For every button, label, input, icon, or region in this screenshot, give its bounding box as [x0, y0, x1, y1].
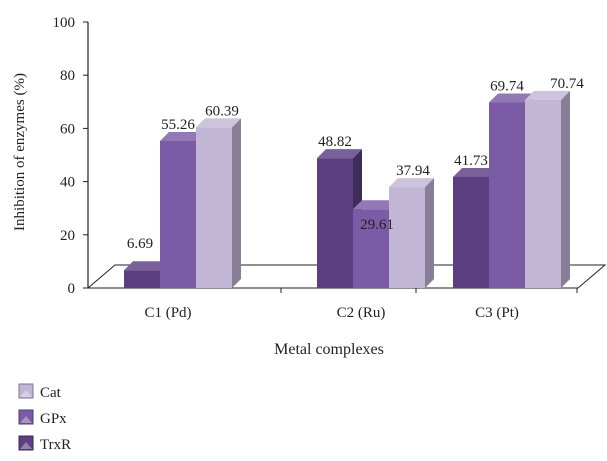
data-label: 37.94: [396, 163, 430, 179]
data-label: 6.69: [127, 236, 153, 252]
bar-top: [124, 261, 169, 271]
legend-swatch-bevel: [20, 390, 32, 397]
legend-label: Cat: [40, 385, 62, 401]
legend-item-trxr: TrxR: [18, 435, 71, 453]
bar-side: [561, 90, 570, 288]
x-tick-label: C2 (Ru): [337, 305, 386, 321]
bar-cat-2: [389, 178, 434, 288]
data-label: 48.82: [318, 134, 352, 150]
bar-front: [353, 209, 389, 288]
y-axis-label: Inhibition of enzymes (%): [12, 73, 28, 231]
y-tick-label: 80: [60, 68, 75, 84]
y-tick-label: 0: [68, 281, 76, 297]
legend-label: TrxR: [40, 437, 71, 453]
data-label: 55.26: [161, 117, 195, 133]
y-tick-label: 60: [60, 121, 75, 137]
bar-front: [489, 102, 525, 288]
bar-front: [196, 127, 232, 288]
bar-top: [353, 200, 398, 210]
legend: Cat GPx TrxR: [18, 383, 71, 453]
legend-swatch-bevel: [20, 416, 32, 423]
x-axis-label: Metal complexes: [274, 341, 384, 358]
legend-label: GPx: [40, 411, 67, 427]
bar-front: [389, 187, 425, 288]
data-label: 60.39: [205, 103, 239, 119]
bars: [124, 90, 570, 288]
y-tick-label: 40: [60, 175, 75, 191]
bar-side: [232, 118, 241, 288]
bar-top: [317, 149, 362, 159]
data-labels: 6.69 55.26 60.39 48.82 29.61 37.94 41.73 69.74 7…: [127, 76, 585, 252]
x-tick-label: C3 (Pt): [475, 305, 519, 321]
data-label: 29.61: [360, 217, 394, 233]
bar-top: [160, 132, 205, 142]
bar-front: [124, 270, 160, 288]
bar-top: [196, 118, 241, 128]
legend-item-gpx: GPx: [18, 409, 67, 427]
y-tick-label: 20: [60, 228, 75, 244]
bar-top: [525, 90, 570, 100]
bar-top: [389, 178, 434, 188]
bar-front: [317, 158, 353, 288]
x-tick-label: C1 (Pd): [144, 305, 191, 321]
legend-item-cat: Cat: [18, 383, 62, 401]
axes: 0 20 40 60 80 100 C1 (Pd) C2 (Ru) C3 (Pt): [53, 15, 578, 321]
data-label: 41.73: [454, 153, 488, 169]
bar-front: [160, 141, 196, 288]
bar-cat-1: [196, 118, 241, 288]
y-tick-label: 100: [53, 15, 76, 31]
bar-top: [489, 93, 534, 103]
legend-swatch-bevel: [20, 442, 32, 449]
data-label: 70.74: [550, 76, 584, 92]
data-label: 69.74: [490, 78, 524, 94]
bar-cat-3: [525, 90, 570, 288]
bar-top: [453, 167, 498, 177]
bar-front: [453, 176, 489, 288]
bar-side: [425, 178, 434, 288]
bar-front: [525, 99, 561, 288]
